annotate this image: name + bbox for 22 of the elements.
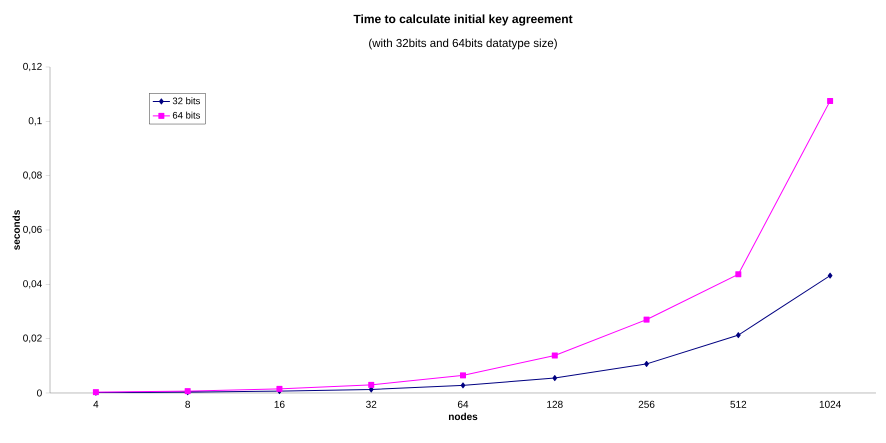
x-tick-label: 32 [366,400,376,408]
x-tick-label: 4 [93,400,98,408]
x-tick-label: 512 [730,400,746,408]
x-tick-label: 8 [185,400,190,408]
legend-label: 32 bits [172,97,200,104]
x-tick-label: 64 [458,400,468,408]
x-tick-label: 16 [274,400,285,408]
x-axis-title: nodes [448,412,478,420]
chart-subtitle: (with 32bits and 64bits datatype size) [369,38,557,50]
y-tick-label: 0,1 [28,117,42,126]
y-axis-title: seconds [12,210,20,250]
legend-label: 64 bits [172,112,200,119]
x-tick-label: 256 [638,400,654,408]
y-tick-label: 0,04 [23,280,42,288]
y-tick-label: 0,02 [23,334,42,343]
chart-title: Time to calculate initial key agreement [354,14,572,26]
x-tick-label: 1024 [820,400,841,408]
y-tick-label: 0,08 [23,172,42,180]
y-tick-label: 0 [37,389,42,397]
x-tick-label: 128 [547,400,563,408]
y-tick-label: 0,12 [23,62,42,72]
y-tick-label: 0,06 [23,226,42,234]
